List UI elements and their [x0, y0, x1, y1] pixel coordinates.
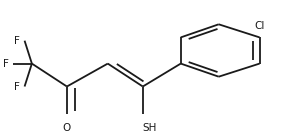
Text: F: F	[14, 36, 20, 46]
Text: F: F	[14, 82, 20, 92]
Text: SH: SH	[143, 122, 157, 132]
Text: O: O	[63, 122, 71, 132]
Text: F: F	[3, 59, 9, 69]
Text: Cl: Cl	[254, 21, 265, 31]
